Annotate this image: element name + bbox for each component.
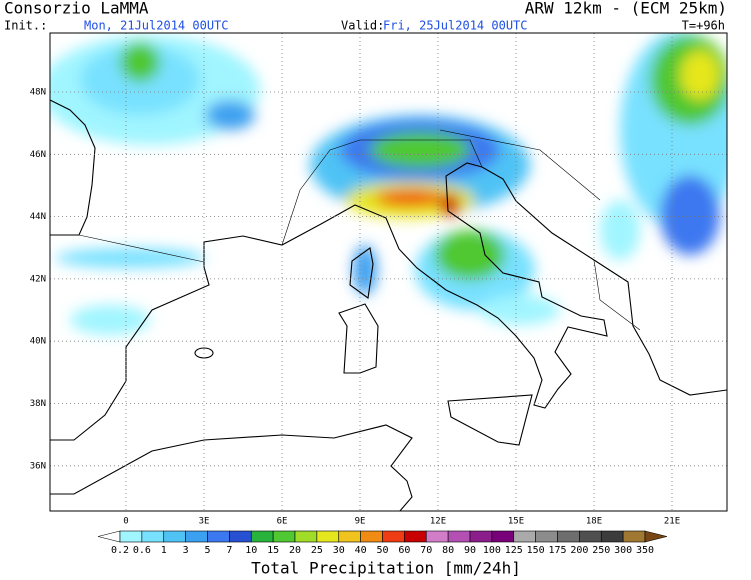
colorbar-low	[97, 530, 121, 543]
lon-label: 0	[123, 517, 128, 527]
colorbar-label: 40	[355, 545, 367, 556]
map-frame	[49, 32, 728, 512]
colorbar-label: 15	[267, 545, 279, 556]
colorbar-label: 100	[483, 545, 501, 556]
colorbar-label: 90	[464, 545, 476, 556]
init-date: Mon, 21Jul2014 00UTC	[84, 19, 229, 33]
colorbar-label: 0.2	[111, 545, 129, 556]
colorbar-box	[207, 530, 230, 543]
colorbar-box	[447, 530, 471, 543]
colorbar-box	[294, 530, 318, 543]
colorbar-label: 80	[442, 545, 454, 556]
colorbar-box	[119, 530, 143, 543]
colorbar-box	[622, 530, 646, 543]
colorbar-box	[579, 530, 602, 543]
colorbar-box	[513, 530, 536, 543]
colorbar-box	[404, 530, 427, 543]
corsica	[349, 247, 374, 299]
colorbar-label: 200	[570, 545, 588, 556]
valid-date: Fri, 25Jul2014 00UTC	[383, 19, 528, 33]
colorbar-box	[360, 530, 383, 543]
colorbar-box	[382, 530, 405, 543]
lat-label: 38N	[30, 399, 46, 409]
lead-time: T=+96h	[682, 19, 725, 33]
lon-label: 21E	[664, 517, 680, 527]
lat-label: 42N	[30, 274, 46, 284]
sicily	[447, 394, 533, 446]
colorbar-box	[185, 530, 208, 543]
colorbar-label: 60	[398, 545, 410, 556]
borders	[78, 129, 641, 331]
init-label: Init.:	[4, 19, 47, 33]
colorbar-box	[600, 530, 624, 543]
colorbar-box	[316, 530, 340, 543]
colorbar-box	[425, 530, 449, 543]
colorbar-high	[644, 530, 668, 543]
lat-label: 48N	[30, 88, 46, 98]
colorbar-label: 3	[183, 545, 189, 556]
lon-label: 3E	[199, 517, 210, 527]
lon-label: 9E	[355, 517, 366, 527]
lat-label: 46N	[30, 150, 46, 160]
colorbar-label: 350	[636, 545, 654, 556]
colorbar-label: 5	[204, 545, 210, 556]
colorbar-label: 150	[527, 545, 545, 556]
colorbar-label: 10	[245, 545, 257, 556]
colorbar-box	[469, 530, 493, 543]
colorbar-label: 300	[614, 545, 632, 556]
colorbar-label: 20	[289, 545, 301, 556]
colorbar-label: 7	[226, 545, 232, 556]
colorbar-label: 250	[592, 545, 610, 556]
lon-label: 18E	[586, 517, 602, 527]
colorbar-label: 0.6	[133, 545, 151, 556]
colorbar-label: 30	[333, 545, 345, 556]
colorbar-box	[163, 530, 186, 543]
colorbar-label: 1	[161, 545, 167, 556]
lat-label: 40N	[30, 337, 46, 347]
colorbar-box	[491, 530, 515, 543]
colorbar-box	[557, 530, 580, 543]
lat-label: 44N	[30, 212, 46, 222]
colorbar-box	[250, 530, 274, 543]
colorbar-label: 125	[505, 545, 523, 556]
colorbar-label: 50	[376, 545, 388, 556]
sardinia	[338, 303, 379, 374]
lon-label: 15E	[508, 517, 524, 527]
precip	[50, 33, 727, 335]
colorbar-title: Total Precipitation [mm/24h]	[251, 559, 521, 578]
map	[50, 33, 727, 511]
coastline	[50, 99, 727, 511]
lon-label: 6E	[277, 517, 288, 527]
model: ARW 12km - (ECM 25km)	[525, 0, 727, 18]
grid: 48N 46N 44N 42N 40N 38N 36N 0 3E 6E 9E 12E 15E 18E 21E	[30, 33, 727, 527]
colorbar-box	[272, 530, 296, 543]
title: Consorzio LaMMA	[4, 0, 149, 18]
lon-label: 12E	[430, 517, 446, 527]
colorbar-label: 70	[420, 545, 432, 556]
valid-label: Valid:	[341, 19, 384, 33]
colorbar: 0.2 0.6 1 3 5 7 10 15 20 25 30 40 50 60 70 80 90 100 125 15…	[97, 530, 668, 556]
colorbar-box	[535, 530, 558, 543]
colorbar-box	[141, 530, 165, 543]
colorbar-box	[229, 530, 252, 543]
colorbar-label: 25	[311, 545, 323, 556]
colorbar-box	[338, 530, 361, 543]
lat-label: 36N	[30, 461, 46, 471]
colorbar-label: 175	[548, 545, 566, 556]
